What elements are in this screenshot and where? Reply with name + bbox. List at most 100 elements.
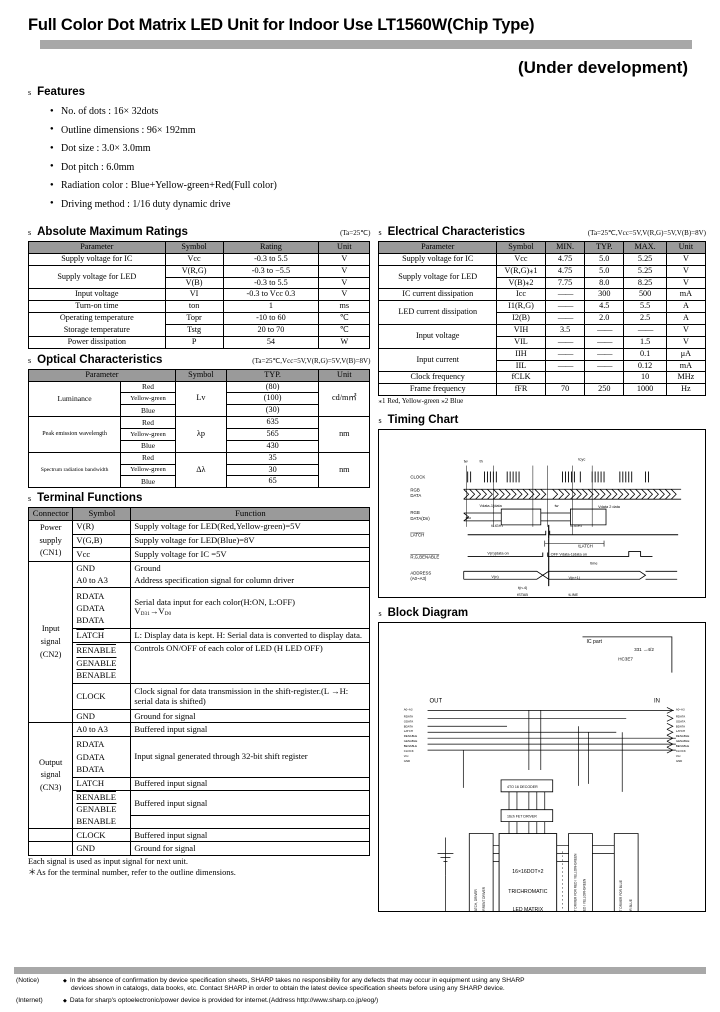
cell-min: ——: [544, 300, 586, 314]
cell-symbol: GND: [72, 841, 132, 856]
block-pin-label: Vcc: [404, 754, 409, 758]
cell-max: 500: [623, 288, 667, 302]
cell-function: Supply voltage for LED(Red,Yellow-green)…: [130, 519, 371, 535]
block-label-matrix-1: 16×16DOT×2: [513, 869, 544, 875]
section-heading-block: s Block Diagram: [378, 607, 706, 619]
optical-table: Parameter Symbol TYP. Unit Luminance Red…: [27, 368, 371, 489]
cell-symbol: V(B)⁎2: [496, 276, 546, 290]
optical-heading-label: Optical Characteristics: [37, 353, 163, 366]
cell-symbol: GND: [72, 708, 132, 724]
cell-parameter: Input voltage: [378, 324, 497, 349]
cell-symbol: VIL: [496, 335, 546, 349]
cell-parameter: Supply voltage for IC: [378, 252, 497, 266]
section-heading-features: s Features: [28, 86, 706, 98]
cell-function: Address specification signal for column …: [130, 574, 371, 588]
cell-symbol: RENABLE GENABLE BENABLE: [72, 641, 132, 685]
cell-unit: V: [665, 335, 707, 349]
cell-symbol: I2(B): [496, 312, 546, 326]
block-label-ic-code2: HC3E7: [619, 657, 634, 662]
column-header: MIN.: [544, 241, 586, 254]
cell-symbol: fFR: [496, 383, 546, 397]
block-pin-label: RENABLE: [676, 734, 690, 738]
cell-unit: mA: [665, 288, 707, 302]
cell-unit: A: [665, 300, 707, 314]
cell-symbol: I1(R,G): [496, 300, 546, 314]
electrical-table: Parameter Symbol MIN. TYP. MAX. Unit Sup…: [378, 241, 707, 397]
list-item: Radiation color : Blue+Yellow-green+Red(…: [50, 181, 706, 191]
cell-parameter: Frame frequency: [378, 383, 497, 397]
cell-function: Input signal generated through 32-bit sh…: [130, 735, 371, 778]
cell-symbol: A0 to A3: [72, 574, 132, 588]
page-title: Full Color Dot Matrix LED Unit for Indoo…: [28, 16, 535, 34]
symbol-line: RENABLE: [76, 791, 116, 802]
cell-max: 1.5: [623, 335, 667, 349]
cell-color: Yellow-green: [120, 428, 176, 441]
function-line: VD31→VD0: [134, 606, 172, 618]
block-pin-label: CLOCK: [404, 749, 414, 753]
list-item: Outline dimensions : 96× 192mm: [50, 125, 706, 136]
table-row: A0 to A3 Address specification signal fo…: [29, 574, 371, 588]
connector-label-line: signal: [40, 637, 61, 647]
block-label-driver-rg: CONSTANT CURRENT DRIVER FOR RED / YELLOW…: [574, 853, 578, 911]
table-row: Clock frequency fCLK 10 MHz: [378, 371, 707, 385]
notice-body: In the absence of confirmation by device…: [63, 977, 704, 995]
block-label-in: IN: [654, 699, 660, 705]
symbol-line: GDATA: [76, 751, 105, 762]
cell-parameter: Supply voltage for IC: [28, 252, 166, 266]
cell-typ: 635: [226, 416, 320, 430]
cell-function: Ground: [130, 561, 371, 575]
cell-unit: nm: [318, 451, 371, 489]
cell-max: 1000: [623, 383, 667, 397]
cell-min: 4.75: [544, 264, 586, 278]
table-row: Operating temperature Topr -10 to 60 ℃: [28, 312, 371, 326]
cell-typ: ——: [584, 335, 625, 349]
cell-parameter: Supply voltage for LED: [28, 264, 166, 290]
timing-annotation: Vdata-1(data: [480, 504, 503, 508]
section-heading-optical: s Optical Characteristics (Ta=25℃,Vcc=5V…: [28, 354, 370, 366]
table-row: Power dissipation P 54 W: [28, 335, 371, 349]
block-label-decoder: 4TO 16 DECODER: [507, 785, 538, 789]
electrical-condition: (Ta=25℃,Vcc=5V,V(R,G)=5V,V(B)=8V): [587, 229, 706, 237]
block-pin-label: GND: [404, 759, 410, 763]
function-line: Serial data input for each color(H:ON, L…: [134, 597, 296, 608]
cell-unit: V: [665, 264, 707, 278]
absolute-max-heading-label: Absolute Maximum Ratings: [37, 226, 188, 238]
cell-min: ——: [544, 347, 586, 361]
symbol-line: BDATA: [76, 763, 105, 774]
cell-min: [544, 371, 586, 385]
timing-row-label: RGB: [411, 510, 420, 515]
block-pin-label: GENABLE: [676, 739, 690, 743]
cell-symbol: P: [164, 335, 224, 349]
symbol-line: RDATA: [76, 739, 105, 750]
block-pin-label: GDATA: [404, 719, 414, 723]
cell-typ: 8.0: [584, 276, 625, 290]
cell-max: 5.25: [623, 252, 667, 266]
cell-symbol: GND: [72, 561, 132, 575]
block-pin-label: GDATA: [676, 719, 686, 723]
section-heading-electrical: s Electrical Characteristics (Ta=25℃,Vcc…: [378, 226, 706, 238]
table-row: Blue 65: [29, 475, 370, 489]
block-label-for-rg: FOR RED / YELLOW-GREEN: [583, 878, 587, 911]
cell-color: Red: [120, 416, 176, 430]
timing-row-label: DATA: [411, 493, 422, 498]
table-row: Input current IIH —— —— 0.1 μA: [378, 347, 707, 373]
section-marker-icon: s: [28, 88, 32, 97]
cell-function: L: Display data is kept. H: Serial data …: [130, 628, 371, 643]
absolute-max-table: Parameter Symbol Rating Unit Supply volt…: [28, 241, 371, 349]
cell-rating: 20 to 70: [222, 324, 320, 337]
cell-unit: V: [318, 264, 371, 278]
cell-max: 10: [623, 371, 667, 385]
timing-annotation: tLIGHT: [571, 524, 584, 528]
cell-max: 0.12: [623, 359, 667, 373]
table-row: RENABLE GENABLE BENABLE Controls ON/OFF …: [29, 641, 371, 685]
table-row: GENABLE: [29, 803, 370, 816]
cell-typ: ——: [584, 347, 625, 361]
timing-annotation: time: [591, 562, 598, 566]
terminal-note-1: Each signal is used as input signal for …: [28, 856, 189, 866]
cell-unit: V: [665, 276, 707, 290]
cell-function: Buffered input signal: [130, 828, 371, 843]
column-header: Unit: [318, 241, 371, 254]
cell-typ: 5.0: [584, 264, 625, 278]
cell-typ: (30): [226, 404, 320, 418]
block-pin-label: A0~A3: [404, 708, 413, 712]
